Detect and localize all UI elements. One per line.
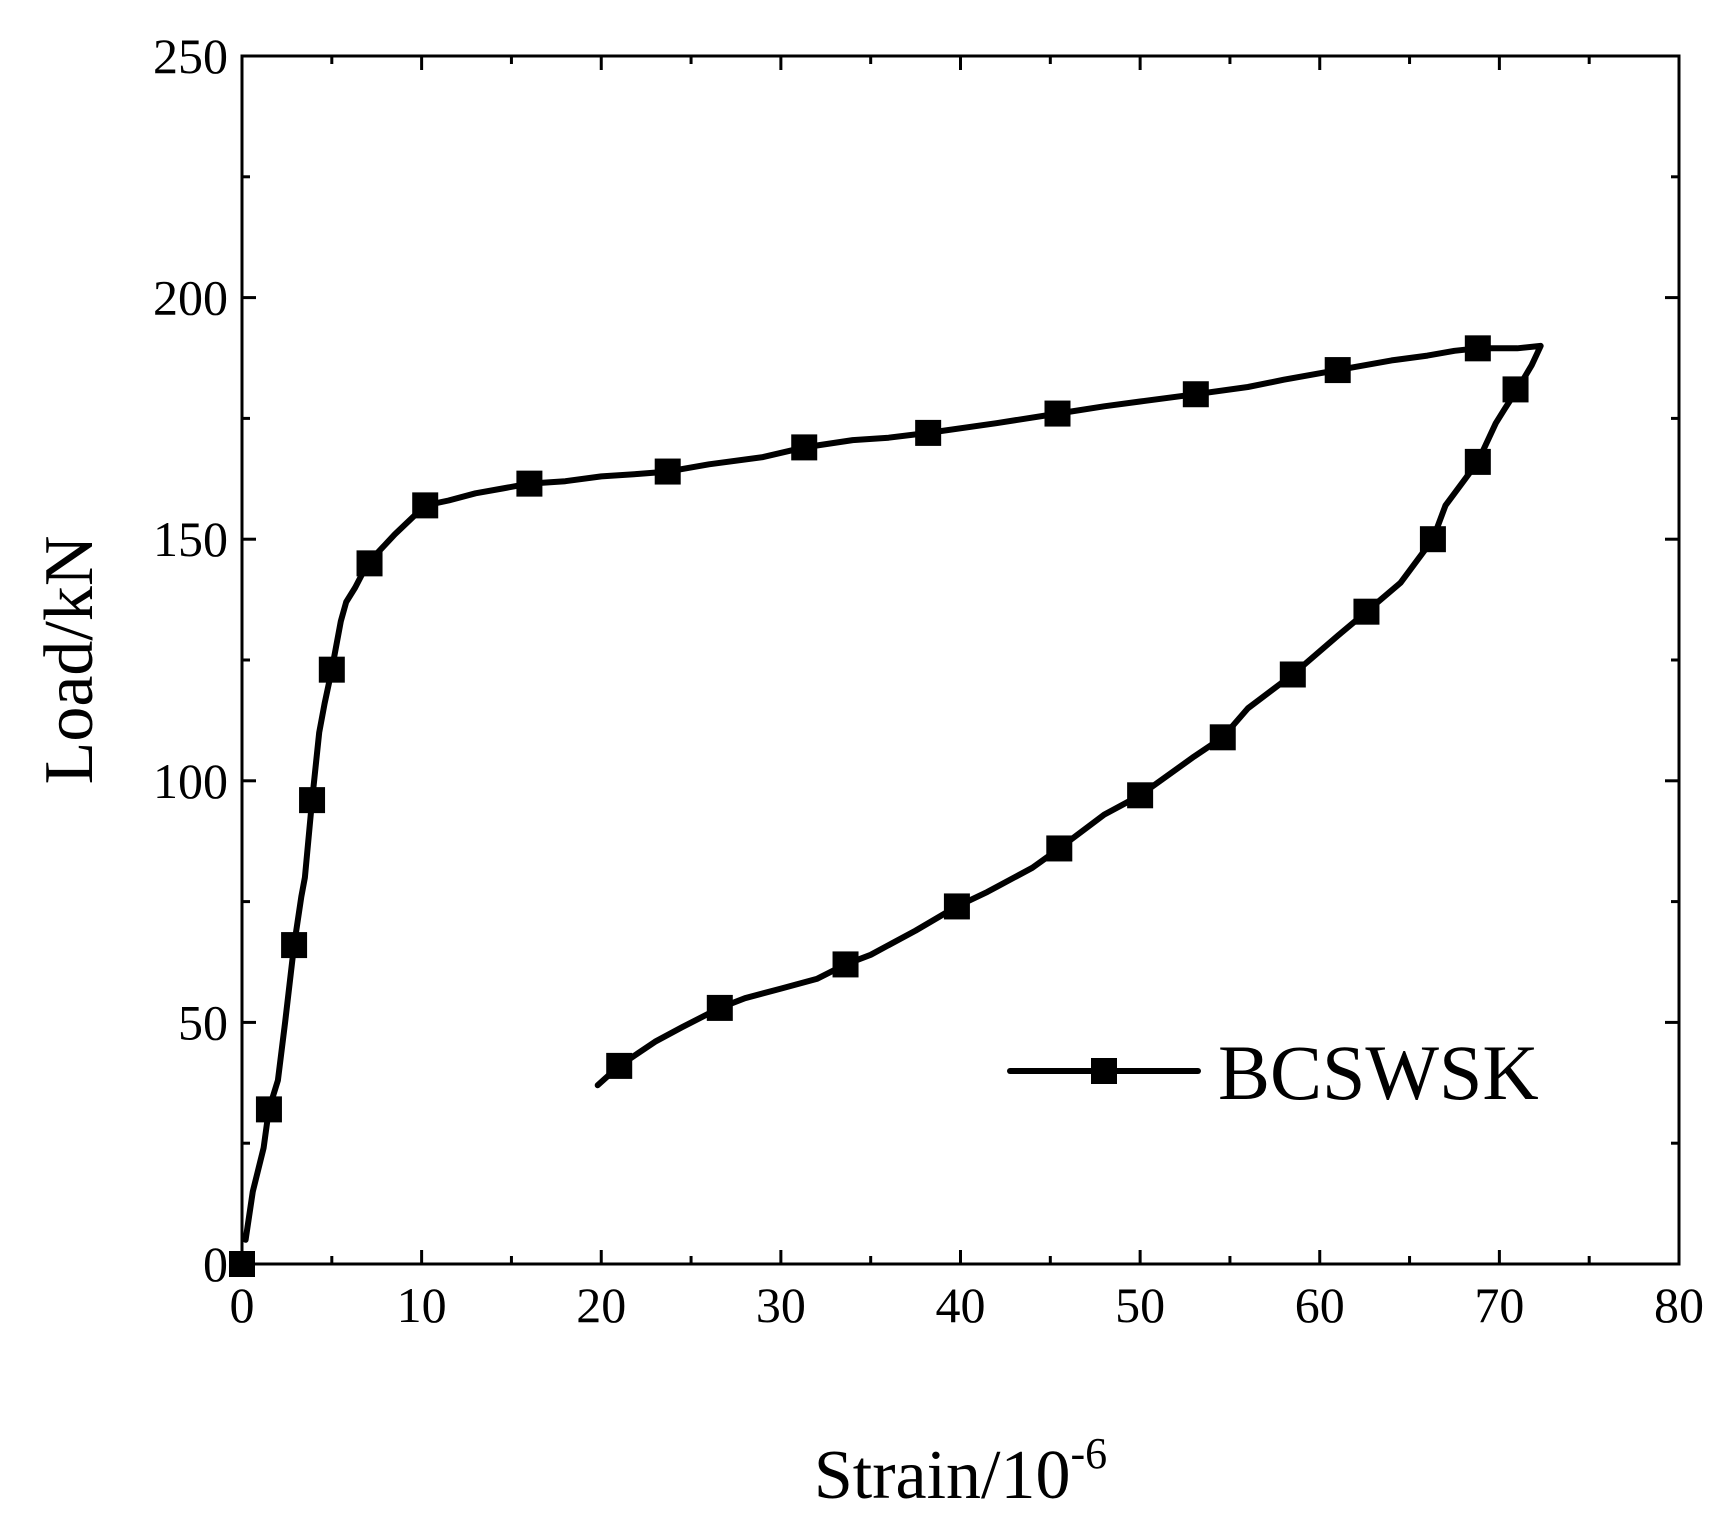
data-point-marker: [1464, 448, 1491, 475]
data-point-marker: [318, 656, 345, 683]
data-point-marker: [915, 419, 942, 446]
series-layer: [229, 335, 1544, 1277]
data-point-marker: [1209, 724, 1236, 751]
x-tick-label: 30: [756, 1277, 806, 1333]
series-BCSWSK: [229, 335, 1544, 1277]
data-point-marker: [706, 994, 733, 1021]
y-tick-labels: 0 50 100 150 200 250: [153, 28, 228, 1292]
data-point-marker: [1279, 661, 1306, 688]
data-point-marker: [356, 550, 383, 577]
data-point-marker: [654, 458, 681, 485]
x-tick-label: 20: [576, 1277, 626, 1333]
data-point-marker: [516, 470, 543, 497]
legend: BCSWSK: [1007, 1029, 1539, 1116]
series-line: [242, 342, 1544, 1243]
x-tick-label: 0: [230, 1277, 255, 1333]
x-axis-title: Strain/10-6: [814, 1429, 1107, 1514]
data-point-marker: [1464, 335, 1491, 362]
y-tick-label: 150: [153, 511, 228, 567]
data-point-marker: [1502, 376, 1529, 403]
data-point-marker: [943, 893, 970, 920]
data-point-marker: [1182, 381, 1209, 408]
y-tick-label: 0: [203, 1236, 228, 1292]
x-tick-label: 80: [1654, 1277, 1704, 1333]
x-tick-label: 50: [1115, 1277, 1165, 1333]
y-tick-label: 100: [153, 753, 228, 809]
data-point-marker: [1419, 526, 1446, 553]
axis-ticks: [240, 54, 1681, 1266]
x-axis-title-base: Strain/10: [814, 1437, 1071, 1514]
data-point-marker: [1324, 357, 1351, 384]
y-tick-label: 250: [153, 28, 228, 84]
legend-label: BCSWSK: [1218, 1029, 1539, 1116]
data-point-marker: [1127, 782, 1154, 809]
y-tick-label: 50: [178, 994, 228, 1050]
y-tick-label: 200: [153, 270, 228, 326]
y-axis-title: Load/kN: [31, 536, 108, 785]
x-tick-labels: 0 10 20 30 40 50 60 70 80: [230, 1277, 1705, 1333]
data-point-marker: [1044, 400, 1071, 427]
data-point-marker: [299, 787, 326, 814]
data-point-marker: [606, 1052, 633, 1079]
data-point-marker: [255, 1096, 282, 1123]
data-point-marker: [791, 434, 818, 461]
data-point-marker: [412, 492, 439, 519]
data-point-marker: [281, 932, 308, 959]
x-tick-label: 10: [397, 1277, 447, 1333]
x-tick-label: 40: [936, 1277, 986, 1333]
x-axis-title-superscript: -6: [1071, 1429, 1108, 1478]
data-point-marker: [229, 1251, 255, 1277]
x-tick-label: 70: [1474, 1277, 1524, 1333]
legend-marker: [1091, 1058, 1117, 1084]
data-point-marker: [1353, 598, 1380, 625]
data-point-marker: [832, 951, 859, 978]
x-tick-label: 60: [1295, 1277, 1345, 1333]
data-point-marker: [1046, 835, 1073, 862]
